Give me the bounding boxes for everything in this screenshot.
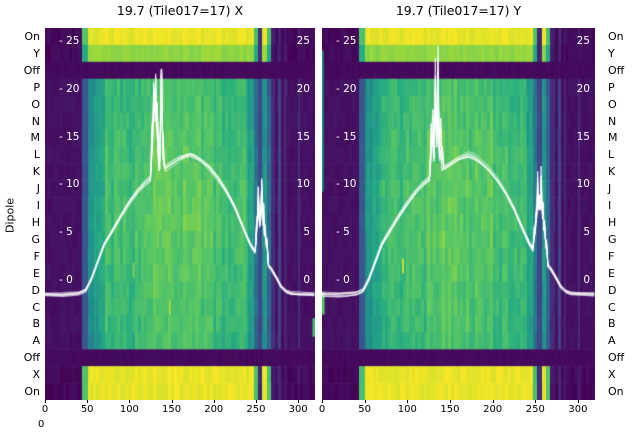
row-label-right: A [608, 334, 616, 348]
x-tick-mark [213, 400, 215, 403]
row-label-left: F [33, 249, 40, 263]
heatmap-canvas-y [322, 28, 595, 400]
row-labels-left: On Y Off P O N M L K J I H G F E D C B A Off X On [12, 0, 42, 440]
row-label-right: On [608, 29, 624, 43]
row-label-right: B [608, 317, 616, 331]
row-label-left: O [31, 97, 40, 111]
x-tick-label: 150 [440, 404, 460, 415]
x-tick-mark [449, 400, 451, 403]
stray-zero-label: 0 [38, 419, 45, 430]
x-tick-mark [87, 400, 89, 403]
row-label-right: C [608, 300, 616, 314]
row-label-left: A [32, 334, 40, 348]
row-label-left: Y [33, 46, 40, 60]
row-label-right: P [608, 80, 615, 94]
x-tick-label: 250 [246, 404, 266, 415]
row-label-left: On [24, 385, 40, 399]
x-tick-label: 50 [80, 404, 94, 415]
row-label-left: N [31, 114, 40, 128]
x-tick-mark [492, 400, 494, 403]
row-label-right: F [608, 249, 615, 263]
x-tick-mark [255, 400, 257, 403]
row-label-left: I [36, 199, 40, 213]
row-label-right: Off [608, 63, 625, 77]
x-tick-mark [129, 400, 131, 403]
plot-title-x: 19.7 (Tile017=17) X [116, 3, 244, 18]
plot-title-y: 19.7 (Tile017=17) Y [395, 3, 522, 18]
row-label-right: E [608, 266, 615, 280]
row-label-left: P [33, 80, 40, 94]
x-tick-mark [45, 400, 46, 403]
row-label-right: Off [608, 351, 625, 365]
row-label-right: N [608, 114, 617, 128]
row-label-right: K [608, 165, 616, 179]
x-tick-mark [364, 400, 366, 403]
row-label-right: J [608, 182, 612, 196]
row-label-left: Off [23, 351, 40, 365]
x-tick-label: 0 [318, 404, 326, 415]
row-label-left: G [31, 232, 40, 246]
x-tick-label: 50 [358, 404, 372, 415]
row-label-left: X [32, 368, 40, 382]
x-tick-label: 150 [162, 404, 182, 415]
x-tick-label: 200 [483, 404, 503, 415]
x-tick-mark [298, 400, 300, 403]
x-tick-label: 200 [204, 404, 224, 415]
row-label-right: O [608, 97, 617, 111]
row-label-right: H [608, 215, 617, 229]
row-label-right: M [608, 131, 618, 145]
row-label-right: D [608, 283, 617, 297]
x-tick-mark [322, 400, 323, 403]
x-tick-mark [535, 400, 537, 403]
row-label-left: J [36, 182, 40, 196]
x-tick-label: 100 [119, 404, 139, 415]
x-tick-label: 100 [397, 404, 417, 415]
x-tick-label: 300 [288, 404, 308, 415]
x-tick-mark [577, 400, 579, 403]
row-label-left: L [33, 148, 40, 162]
row-label-left: K [32, 165, 40, 179]
row-label-left: C [32, 300, 40, 314]
x-tick-label: 250 [525, 404, 545, 415]
row-label-right: Y [608, 46, 615, 60]
row-label-right: I [608, 199, 612, 213]
row-label-right: X [608, 368, 616, 382]
row-label-left: H [31, 215, 40, 229]
row-label-left: Off [23, 63, 40, 77]
row-label-left: M [30, 131, 41, 145]
x-tick-mark [171, 400, 173, 403]
row-label-left: B [32, 317, 40, 331]
row-label-right: On [608, 385, 624, 399]
row-label-left: E [33, 266, 40, 280]
x-tick-mark [407, 400, 409, 403]
row-label-left: D [31, 283, 40, 297]
row-label-left: On [24, 29, 40, 43]
row-label-right: G [608, 232, 617, 246]
row-label-right: L [608, 148, 615, 162]
row-labels-right: On Y Off P O N M L K J I H G F E D C B A Off X On [602, 0, 640, 440]
x-tick-label: 300 [568, 404, 588, 415]
heatmap-canvas-x [45, 28, 315, 400]
